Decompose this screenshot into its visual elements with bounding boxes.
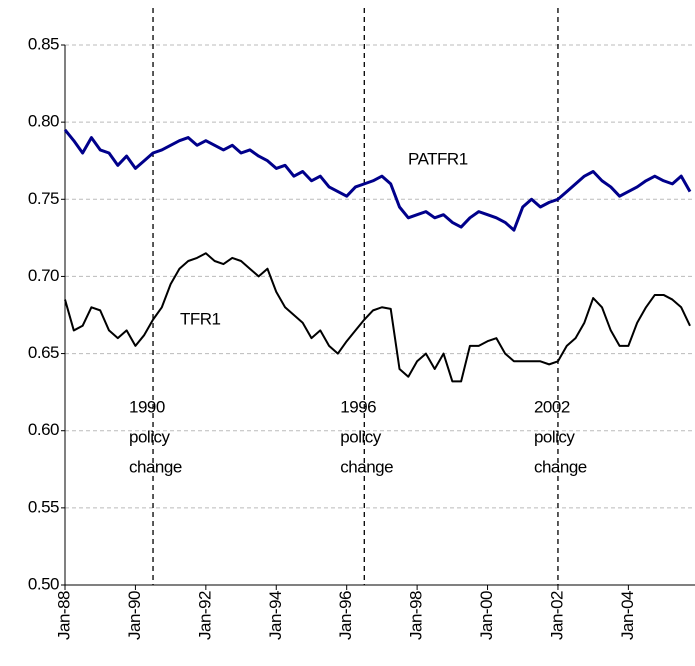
policy-annotation: change bbox=[129, 457, 182, 476]
x-tick-label: Jan-00 bbox=[477, 591, 496, 640]
series-label: PATFR1 bbox=[408, 149, 468, 168]
y-tick-label: 0.60 bbox=[28, 420, 59, 439]
x-tick-label: Jan-98 bbox=[407, 591, 426, 640]
series-label: TFR1 bbox=[180, 309, 221, 328]
x-tick-label: Jan-02 bbox=[547, 591, 566, 640]
policy-annotation: change bbox=[534, 457, 587, 476]
y-tick-label: 0.55 bbox=[28, 497, 59, 516]
y-tick-label: 0.85 bbox=[28, 34, 59, 53]
policy-annotation: policy bbox=[534, 427, 575, 446]
x-tick-label: Jan-94 bbox=[266, 591, 285, 640]
x-tick-label: Jan-96 bbox=[336, 591, 355, 640]
policy-annotation: 1996 bbox=[340, 397, 376, 416]
y-tick-label: 0.75 bbox=[28, 189, 59, 208]
y-tick-label: 0.50 bbox=[28, 574, 59, 593]
y-tick-label: 0.70 bbox=[28, 266, 59, 285]
series-line bbox=[64, 252, 691, 383]
x-tick-label: Jan-92 bbox=[195, 591, 214, 640]
y-tick-label: 0.65 bbox=[28, 343, 59, 362]
policy-annotation: 2002 bbox=[534, 397, 570, 416]
x-tick-label: Jan-04 bbox=[618, 591, 637, 640]
policy-annotation: change bbox=[340, 457, 393, 476]
x-tick-label: Jan-90 bbox=[125, 591, 144, 640]
policy-annotation: 1990 bbox=[129, 397, 165, 416]
policy-annotation: policy bbox=[340, 427, 381, 446]
y-tick-label: 0.80 bbox=[28, 112, 59, 131]
series-line bbox=[63, 128, 692, 232]
policy-annotation: policy bbox=[129, 427, 170, 446]
x-tick-label: Jan-88 bbox=[54, 591, 73, 640]
